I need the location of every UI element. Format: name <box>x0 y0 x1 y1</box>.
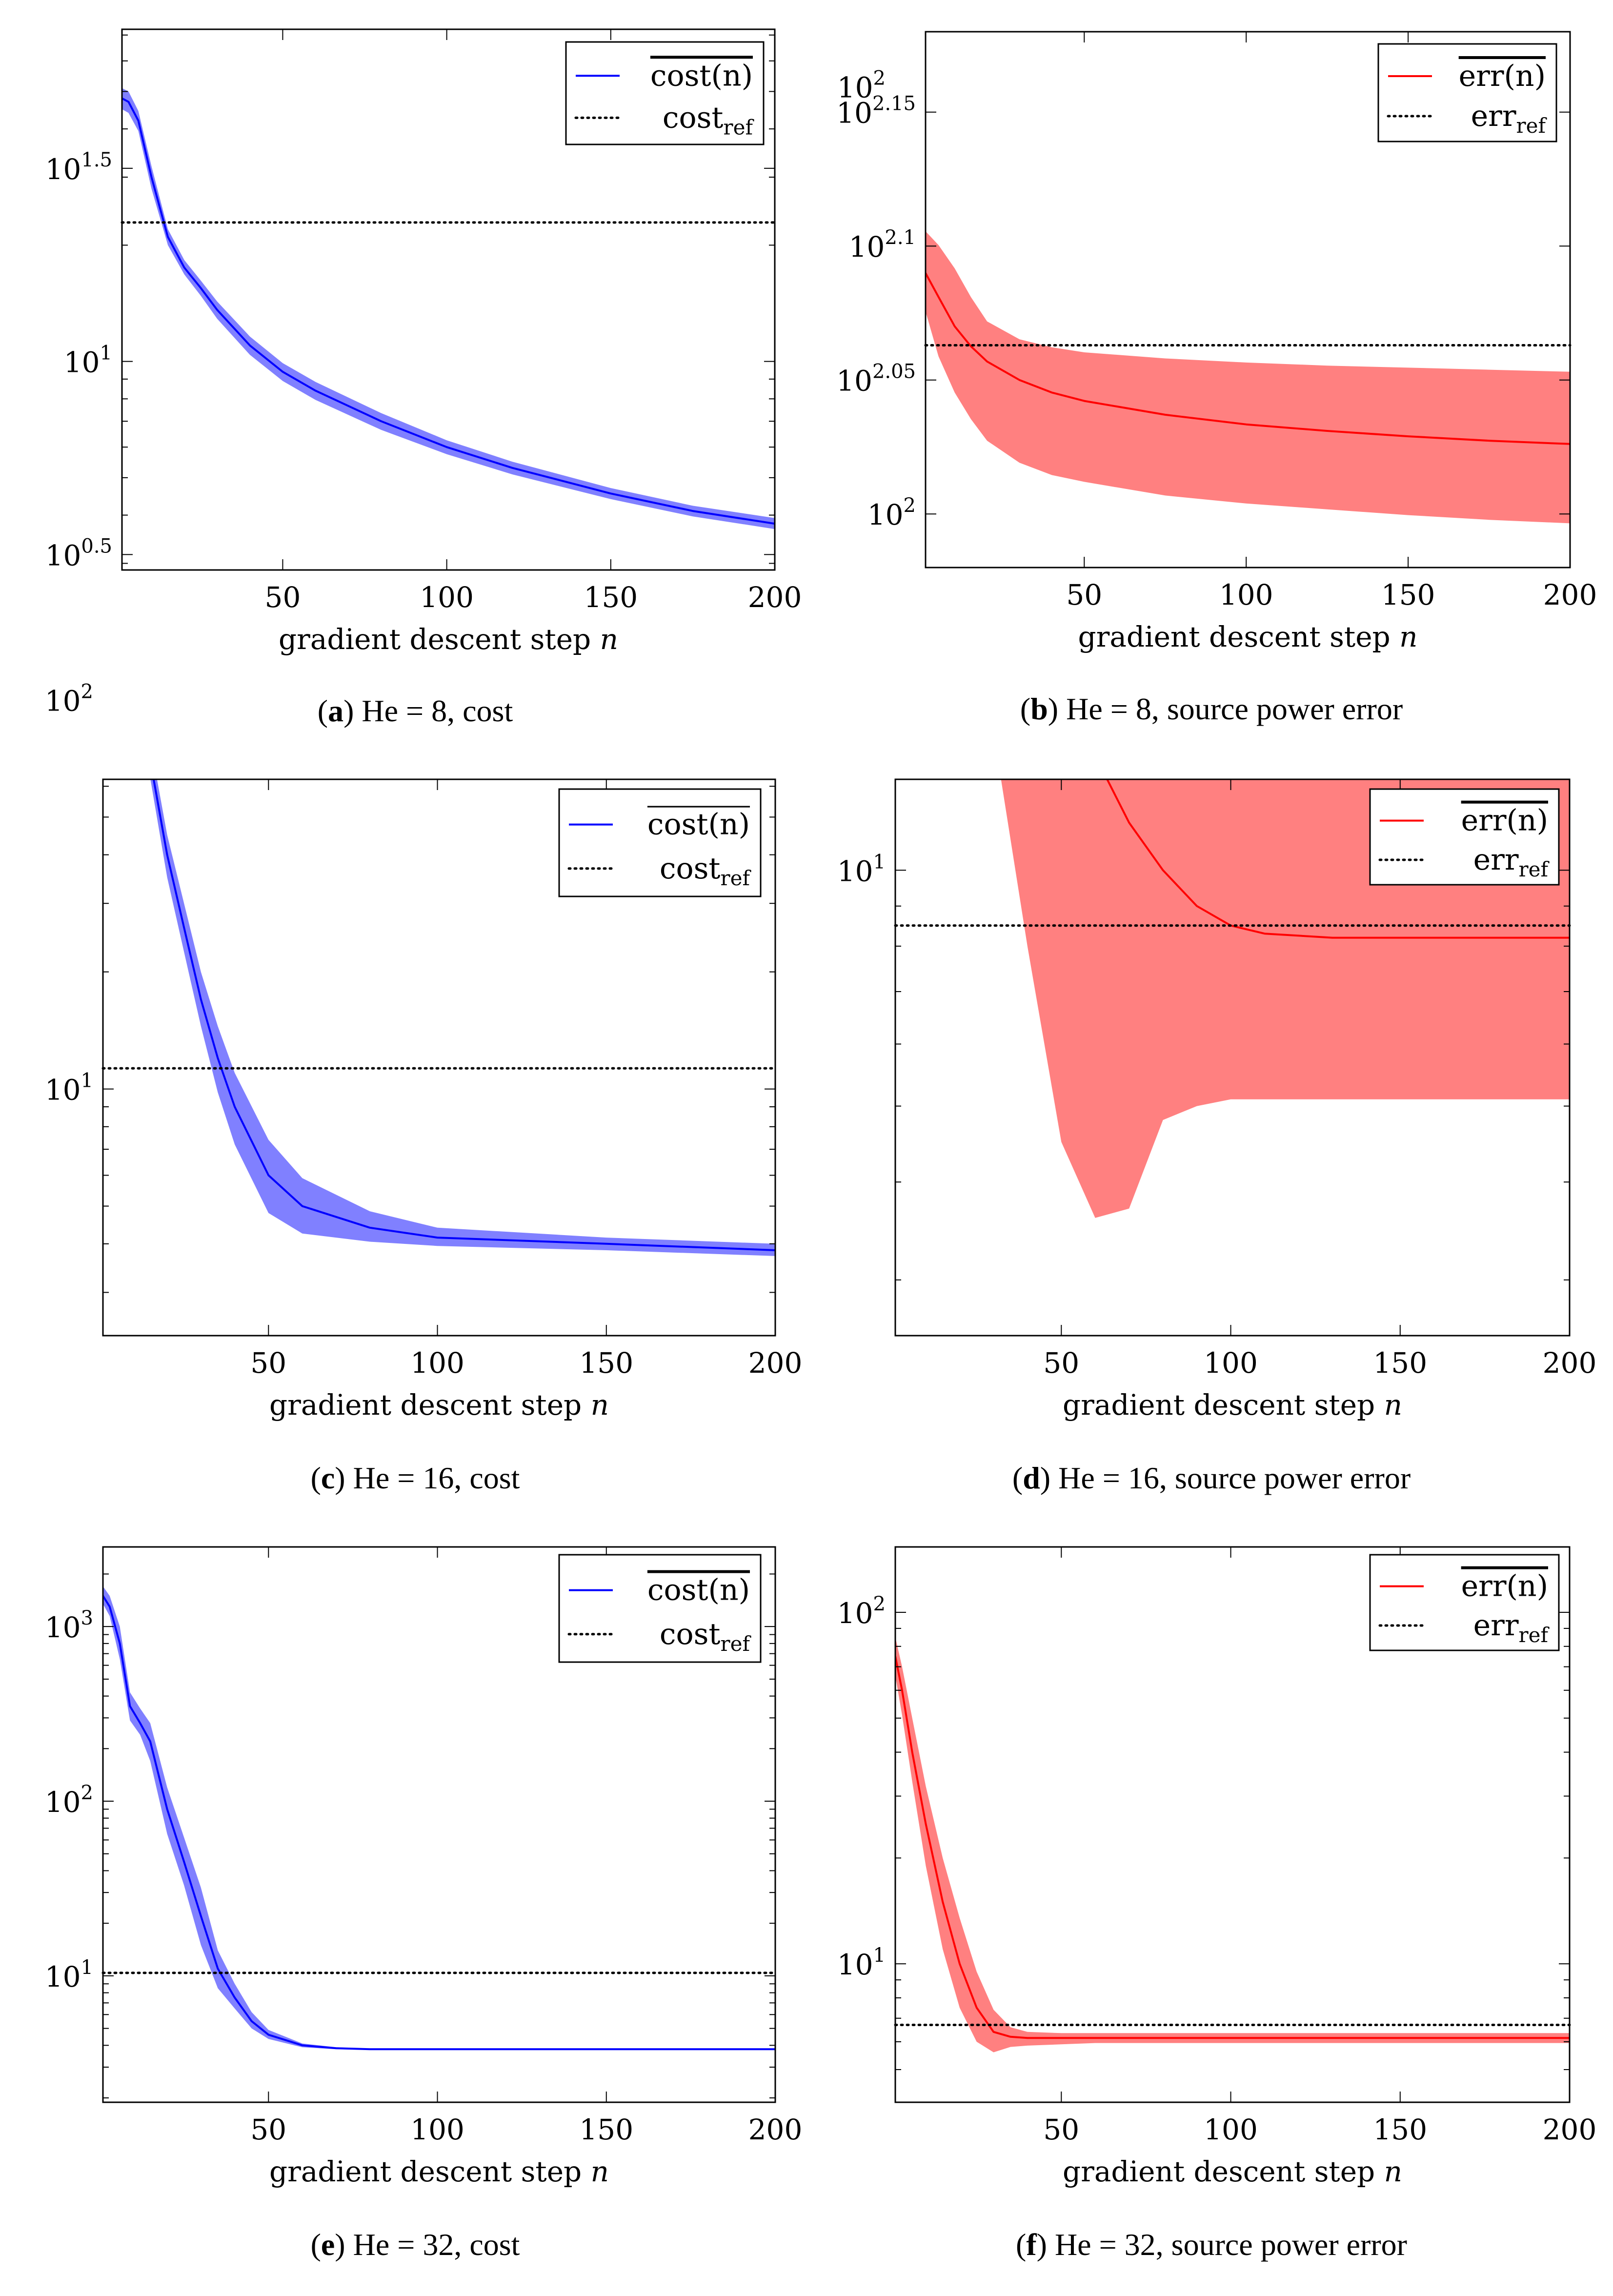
x-tick-label: 100 <box>410 1346 464 1380</box>
legend-ref-label: costref <box>660 1617 752 1656</box>
caption-a: (a) He = 8, cost <box>317 693 513 728</box>
y-tick-label: 101 <box>64 342 112 379</box>
mean-line <box>1106 779 1570 939</box>
x-tick-label: 50 <box>1043 1346 1079 1380</box>
y-tick-label: 102.1 <box>849 226 916 264</box>
x-tick-label: 50 <box>1043 2113 1079 2146</box>
legend-ref-label: errref <box>1473 843 1550 881</box>
confidence-band <box>926 231 1570 524</box>
y-tick-label: 102 <box>837 67 886 104</box>
legend-ref-label: costref <box>660 852 752 890</box>
mean-line <box>926 272 1570 445</box>
x-tick-label: 150 <box>579 2113 633 2146</box>
x-tick-label: 200 <box>1543 578 1597 611</box>
caption-d: (d) He = 16, source power error <box>1012 1461 1411 1495</box>
legend: err(n) errref <box>1377 43 1557 142</box>
y-tick-label: 100.5 <box>45 535 112 572</box>
legend-mean-label: cost(n) <box>650 59 753 93</box>
x-tick-label: 50 <box>265 581 301 614</box>
legend-ref-label: errref <box>1471 99 1548 138</box>
y-tick-label: 101 <box>837 1944 886 1981</box>
axes-frame <box>894 778 1571 1337</box>
confidence-band <box>895 1637 1570 2052</box>
x-tick-label: 50 <box>1066 578 1102 611</box>
x-axis-label: gradient descent step n <box>1063 1388 1402 1422</box>
chart-d: 101 102 50 100 150 200 gradient descent step n… <box>837 67 1597 1422</box>
legend: err(n) errref <box>1369 1554 1560 1651</box>
y-tick-label: 101 <box>45 1070 93 1107</box>
y-tick-label: 102 <box>837 1593 886 1630</box>
x-tick-label: 150 <box>1373 1346 1427 1380</box>
caption-e: (e) He = 32, cost <box>310 2227 520 2262</box>
legend-box <box>1369 1554 1560 1651</box>
x-axis-label: gradient descent step n <box>269 2155 609 2188</box>
legend-ref-label: errref <box>1473 1608 1550 1647</box>
x-tick-label: 150 <box>1381 578 1435 611</box>
confidence-band <box>1001 779 1570 1218</box>
legend-mean-label: err(n) <box>1459 59 1546 93</box>
x-axis-label: gradient descent step n <box>279 623 618 656</box>
x-tick-label: 200 <box>748 581 802 614</box>
x-tick-label: 100 <box>410 2113 464 2146</box>
x-axis-label: gradient descent step n <box>1063 2155 1402 2188</box>
x-axis-label: gradient descent step n <box>1078 620 1418 653</box>
x-tick-label: 100 <box>1204 2113 1258 2146</box>
legend-ref-label: costref <box>663 101 755 139</box>
y-tick-label: 102.05 <box>836 361 916 398</box>
x-tick-label: 100 <box>420 581 474 614</box>
chart-f: 101 102 50 100 150 200 gradient descent step n… <box>837 1546 1597 2188</box>
legend-mean-label: cost(n) <box>647 1573 750 1607</box>
legend-mean-label: err(n) <box>1461 804 1548 838</box>
y-tick-label: 102 <box>45 1782 93 1819</box>
x-tick-label: 100 <box>1204 1346 1258 1380</box>
mean-line <box>152 779 775 1251</box>
legend-box <box>558 1554 762 1663</box>
chart-e: 101 102 103 50 100 150 200 gradient descent ste… <box>45 1546 803 2188</box>
mean-line <box>895 1656 1570 2039</box>
x-axis-label: gradient descent step n <box>269 1388 609 1422</box>
x-tick-label: 200 <box>1543 1346 1597 1380</box>
caption-c: (c) He = 16, cost <box>310 1461 520 1495</box>
x-tick-label: 50 <box>250 1346 286 1380</box>
legend-box <box>565 41 765 145</box>
chart-b: 102 102.05 102.1 102.15 50 100 150 200 gradient … <box>836 31 1597 653</box>
caption-f: (f) He = 32, source power error <box>1016 2227 1407 2262</box>
y-tick-label: 102 <box>45 680 93 717</box>
y-tick-label: 103 <box>45 1607 93 1644</box>
legend: err(n) errref <box>1369 788 1560 886</box>
y-tick-label: 102.15 <box>836 93 916 130</box>
x-tick-label: 200 <box>748 2113 803 2146</box>
axes-frame <box>102 1546 776 2103</box>
legend-box <box>1369 788 1560 886</box>
x-tick-label: 50 <box>250 2113 286 2146</box>
confidence-band <box>122 88 775 529</box>
legend: cost(n) costref <box>565 41 765 145</box>
legend-mean-label: err(n) <box>1461 1569 1548 1604</box>
axes-frame <box>121 28 776 571</box>
y-tick-label: 101 <box>45 1956 93 1993</box>
caption-b: (b) He = 8, source power error <box>1020 691 1403 726</box>
axes-frame <box>925 31 1571 569</box>
x-tick-label: 200 <box>748 1346 803 1380</box>
axes-frame <box>102 778 776 1337</box>
x-tick-label: 100 <box>1219 578 1273 611</box>
chart-c: 101 102 50 100 150 200 gradient descent step n… <box>45 680 803 1422</box>
legend-mean-label: cost(n) <box>647 808 750 842</box>
mean-line <box>122 97 775 525</box>
y-tick-label: 101 <box>837 851 886 888</box>
y-tick-label: 101.5 <box>45 149 112 186</box>
x-tick-label: 200 <box>1543 2113 1597 2146</box>
legend-box <box>558 788 762 897</box>
axes-frame <box>894 1546 1571 2103</box>
x-tick-label: 150 <box>579 1346 633 1380</box>
y-tick-label: 102 <box>867 494 916 531</box>
legend: cost(n) costref <box>558 788 762 897</box>
x-tick-label: 150 <box>1373 2113 1427 2146</box>
chart-a: 100.5 101 101.5 50 100 150 200 gradient descent… <box>45 28 802 656</box>
mean-line <box>103 1595 775 2051</box>
legend-box <box>1377 43 1557 142</box>
legend: cost(n) costref <box>558 1554 762 1663</box>
x-tick-label: 150 <box>584 581 638 614</box>
